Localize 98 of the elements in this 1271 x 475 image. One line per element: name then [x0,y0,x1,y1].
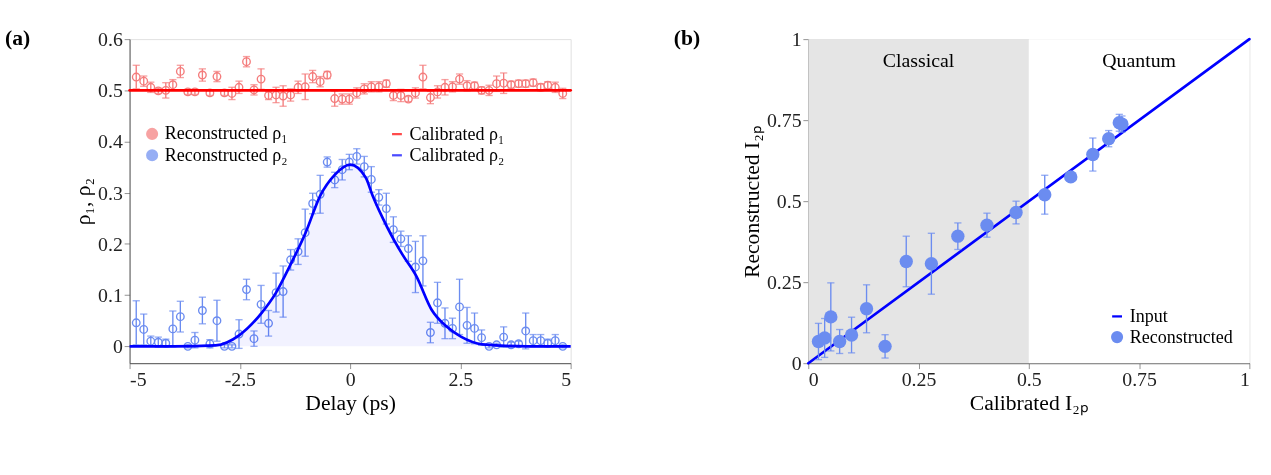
point [131,318,141,328]
point [308,199,318,208]
point [366,175,376,184]
point [234,329,244,339]
y-tick-label: 0.3 [98,181,123,204]
point [499,78,509,88]
legend-label: Calibrated ρ₁ [409,123,505,144]
point [308,72,318,81]
legend-label: Reconstructed ρ₁ [164,123,288,144]
point [477,333,487,343]
point [951,229,965,243]
point [256,74,266,84]
point [403,244,413,253]
point [499,332,509,342]
x-axis-title: Delay (ps) [305,391,396,416]
point [455,302,464,312]
point [168,324,178,334]
point [448,323,457,333]
point [1086,147,1100,162]
x-tick-label: -5 [130,368,147,391]
point [212,316,222,326]
band-label: Quantum [1102,49,1177,72]
y-tick-label: 0.6 [98,27,123,50]
legend-label: Reconstructed ρ₂ [164,144,288,165]
x-tick-label: 2.5 [448,368,474,391]
point [278,91,288,101]
point [242,285,251,294]
point [330,94,340,103]
point [374,192,384,202]
legend-label: Calibrated ρ₂ [409,144,505,165]
point [300,228,310,238]
y-tick-label: 1 [791,27,802,50]
point [249,334,259,344]
point [1009,205,1023,220]
point [832,334,847,349]
y-axis-title: ρ₁, ρ₂ [71,177,96,226]
point [924,257,939,271]
y-tick-label: 0 [112,335,123,358]
point [315,189,325,199]
point [396,91,406,100]
point [352,151,362,161]
y-axis-title: Reconstructed I₂ₚ [739,125,765,278]
chart-title: (a) [4,25,31,50]
point [278,287,288,296]
legend-label: Reconstructed [1129,326,1233,347]
x-tick-label: 0.75 [1122,368,1157,391]
x-tick-label: 0 [345,368,356,391]
point [418,72,428,82]
x-tick-label: 1 [1239,368,1250,391]
y-tick-label: 0.4 [98,130,123,153]
point [1064,170,1078,184]
x-tick-label: 0.25 [901,368,937,391]
x-tick-label: 0.5 [1016,368,1042,391]
point [425,328,435,337]
legend-label: Input [1129,305,1168,326]
chart-title: (b) [673,25,701,50]
y-tick-label: 0.5 [776,189,802,212]
point [418,256,428,266]
point [190,335,200,345]
point [859,302,874,316]
point [980,218,994,232]
y-tick-label: 0 [791,351,802,374]
point [256,299,266,309]
y-tick-label: 0.5 [98,79,123,102]
point [264,318,273,328]
point [197,306,207,315]
point [396,234,406,244]
point [878,339,892,354]
point [433,298,442,308]
band-label: Classical [882,49,955,72]
point [131,72,141,82]
y-tick-label: 0.1 [98,283,123,306]
x-tick-label: 0 [808,368,819,391]
y-tick-label: 0.25 [766,270,802,293]
point [1038,188,1052,202]
x-tick-label: -2.5 [224,368,257,391]
point [286,255,296,265]
point [844,328,859,342]
point [462,320,472,330]
x-axis-title: Calibrated I₂ₚ [969,391,1089,417]
point [521,326,531,336]
y-tick-label: 0.2 [98,232,123,255]
point [175,312,185,322]
point [271,288,281,298]
point [271,90,281,100]
point [492,79,502,89]
point [470,323,479,333]
point [824,310,838,324]
point [388,225,398,235]
point [293,247,303,257]
point [440,318,450,328]
point [817,331,832,345]
point [139,325,149,334]
x-tick-label: 5 [561,368,572,391]
y-tick-label: 0.75 [766,108,802,131]
point [381,204,391,214]
point [899,254,913,269]
point [344,157,354,167]
